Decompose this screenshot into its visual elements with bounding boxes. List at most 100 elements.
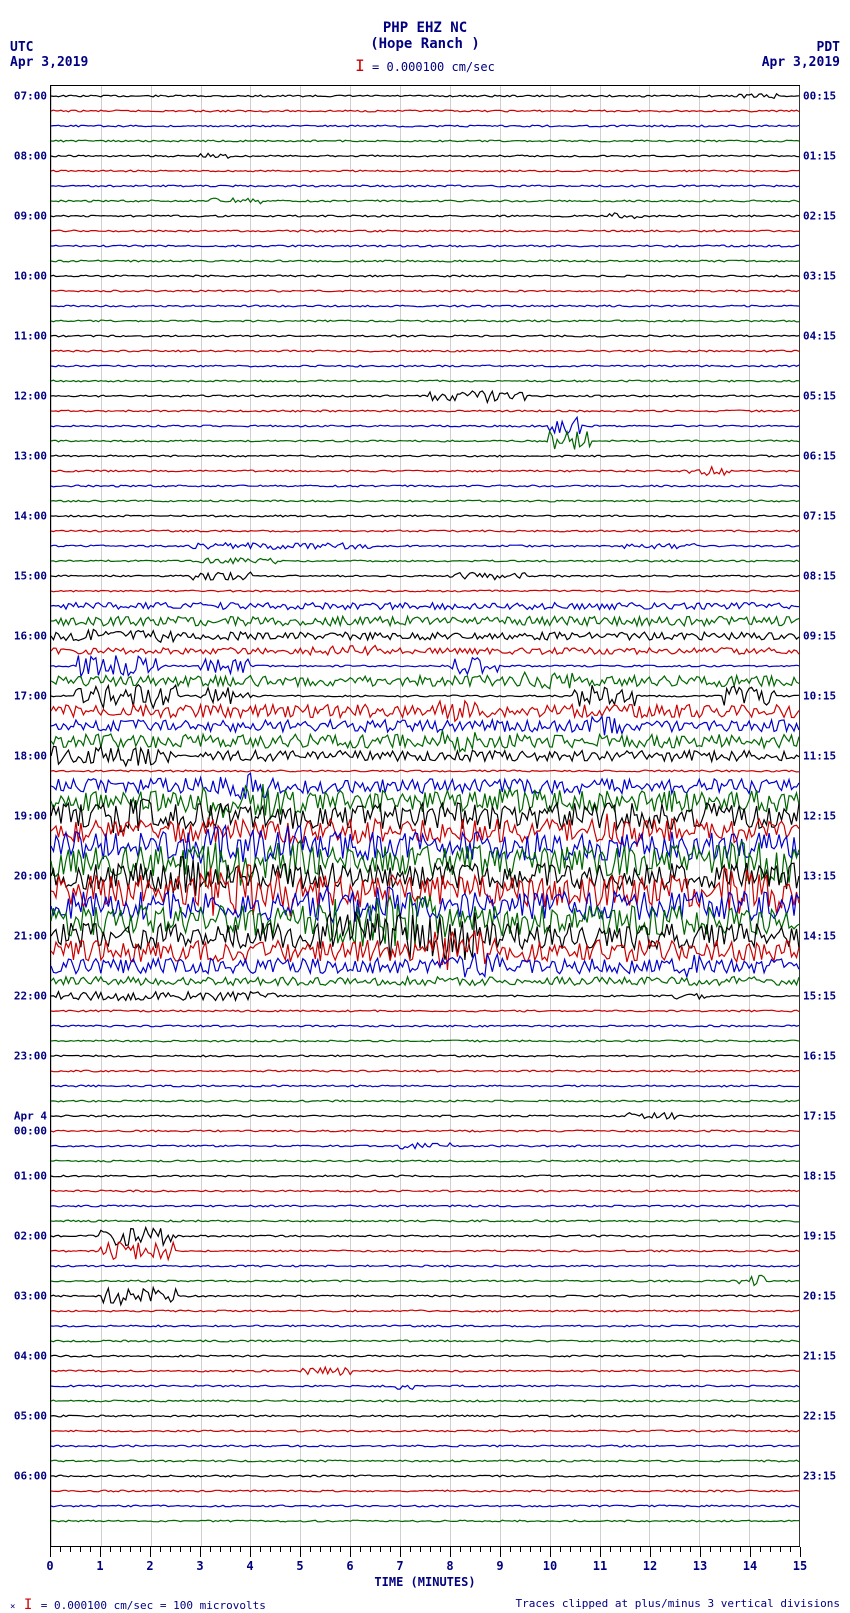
utc-time-label: 18:00	[14, 750, 51, 763]
x-minor-tick	[140, 1547, 141, 1552]
scale-label: I = 0.000100 cm/sec	[0, 56, 850, 75]
x-tick	[300, 1547, 301, 1557]
x-minor-tick	[70, 1547, 71, 1552]
x-tick-label: 9	[496, 1559, 503, 1573]
utc-time-label: Apr 4	[14, 1110, 51, 1123]
x-minor-tick	[320, 1547, 321, 1552]
x-minor-tick	[520, 1547, 521, 1552]
x-tick-label: 10	[543, 1559, 557, 1573]
x-axis-title: TIME (MINUTES)	[50, 1547, 800, 1589]
x-minor-tick	[260, 1547, 261, 1552]
utc-time-label: 11:00	[14, 330, 51, 343]
x-minor-tick	[220, 1547, 221, 1552]
utc-time-label: 15:00	[14, 570, 51, 583]
pdt-time-label: 10:15	[799, 690, 836, 703]
x-tick	[750, 1547, 751, 1557]
x-minor-tick	[580, 1547, 581, 1552]
x-minor-tick	[160, 1547, 161, 1552]
x-minor-tick	[720, 1547, 721, 1552]
utc-time-label: 19:00	[14, 810, 51, 823]
x-minor-tick	[170, 1547, 171, 1552]
x-tick-label: 12	[643, 1559, 657, 1573]
utc-time-label: 04:00	[14, 1350, 51, 1363]
x-tick	[50, 1547, 51, 1557]
x-tick-label: 4	[246, 1559, 253, 1573]
x-minor-tick	[470, 1547, 471, 1552]
x-tick	[350, 1547, 351, 1557]
x-minor-tick	[270, 1547, 271, 1552]
x-minor-tick	[240, 1547, 241, 1552]
x-minor-tick	[280, 1547, 281, 1552]
header: UTC Apr 3,2019 PDT Apr 3,2019 PHP EHZ NC…	[0, 0, 850, 75]
x-tick	[100, 1547, 101, 1557]
pdt-time-label: 19:15	[799, 1230, 836, 1243]
x-minor-tick	[330, 1547, 331, 1552]
pdt-time-label: 14:15	[799, 930, 836, 943]
utc-time-label: 09:00	[14, 210, 51, 223]
x-minor-tick	[740, 1547, 741, 1552]
utc-time-label: 03:00	[14, 1290, 51, 1303]
x-minor-tick	[130, 1547, 131, 1552]
x-minor-tick	[90, 1547, 91, 1552]
x-tick	[150, 1547, 151, 1557]
x-minor-tick	[770, 1547, 771, 1552]
x-tick	[500, 1547, 501, 1557]
x-tick-label: 11	[593, 1559, 607, 1573]
utc-time-label: 23:00	[14, 1050, 51, 1063]
pdt-time-label: 12:15	[799, 810, 836, 823]
pdt-time-label: 18:15	[799, 1170, 836, 1183]
utc-time-label: 12:00	[14, 390, 51, 403]
x-minor-tick	[710, 1547, 711, 1552]
pdt-time-label: 17:15	[799, 1110, 836, 1123]
pdt-time-label: 16:15	[799, 1050, 836, 1063]
x-tick-label: 5	[296, 1559, 303, 1573]
x-minor-tick	[110, 1547, 111, 1552]
utc-header: UTC Apr 3,2019	[10, 40, 88, 70]
x-tick-label: 14	[743, 1559, 757, 1573]
pdt-time-label: 15:15	[799, 990, 836, 1003]
utc-tz: UTC	[10, 40, 88, 55]
pdt-time-label: 02:15	[799, 210, 836, 223]
pdt-time-label: 21:15	[799, 1350, 836, 1363]
x-minor-tick	[230, 1547, 231, 1552]
x-minor-tick	[640, 1547, 641, 1552]
utc-time-label: 10:00	[14, 270, 51, 283]
x-minor-tick	[370, 1547, 371, 1552]
pdt-time-label: 20:15	[799, 1290, 836, 1303]
utc-time-label: 16:00	[14, 630, 51, 643]
x-minor-tick	[360, 1547, 361, 1552]
x-minor-tick	[510, 1547, 511, 1552]
x-tick	[250, 1547, 251, 1557]
x-minor-tick	[670, 1547, 671, 1552]
x-minor-tick	[760, 1547, 761, 1552]
pdt-time-label: 23:15	[799, 1470, 836, 1483]
x-minor-tick	[490, 1547, 491, 1552]
x-tick	[650, 1547, 651, 1557]
x-tick	[450, 1547, 451, 1557]
x-minor-tick	[180, 1547, 181, 1552]
pdt-time-label: 11:15	[799, 750, 836, 763]
utc-time-label: 13:00	[14, 450, 51, 463]
seismogram-plot: 07:0008:0009:0010:0011:0012:0013:0014:00…	[50, 85, 800, 1547]
pdt-time-label: 05:15	[799, 390, 836, 403]
x-minor-tick	[680, 1547, 681, 1552]
pdt-time-label: 22:15	[799, 1410, 836, 1423]
x-minor-tick	[440, 1547, 441, 1552]
x-minor-tick	[570, 1547, 571, 1552]
x-minor-tick	[390, 1547, 391, 1552]
x-minor-tick	[480, 1547, 481, 1552]
utc-time-label: 00:00	[14, 1125, 51, 1138]
x-tick	[200, 1547, 201, 1557]
x-tick-label: 0	[46, 1559, 53, 1573]
pdt-time-label: 08:15	[799, 570, 836, 583]
x-minor-tick	[540, 1547, 541, 1552]
pdt-time-label: 04:15	[799, 330, 836, 343]
x-minor-tick	[80, 1547, 81, 1552]
x-minor-tick	[60, 1547, 61, 1552]
x-minor-tick	[530, 1547, 531, 1552]
x-minor-tick	[310, 1547, 311, 1552]
utc-time-label: 02:00	[14, 1230, 51, 1243]
x-minor-tick	[420, 1547, 421, 1552]
utc-time-label: 05:00	[14, 1410, 51, 1423]
x-tick-label: 8	[446, 1559, 453, 1573]
